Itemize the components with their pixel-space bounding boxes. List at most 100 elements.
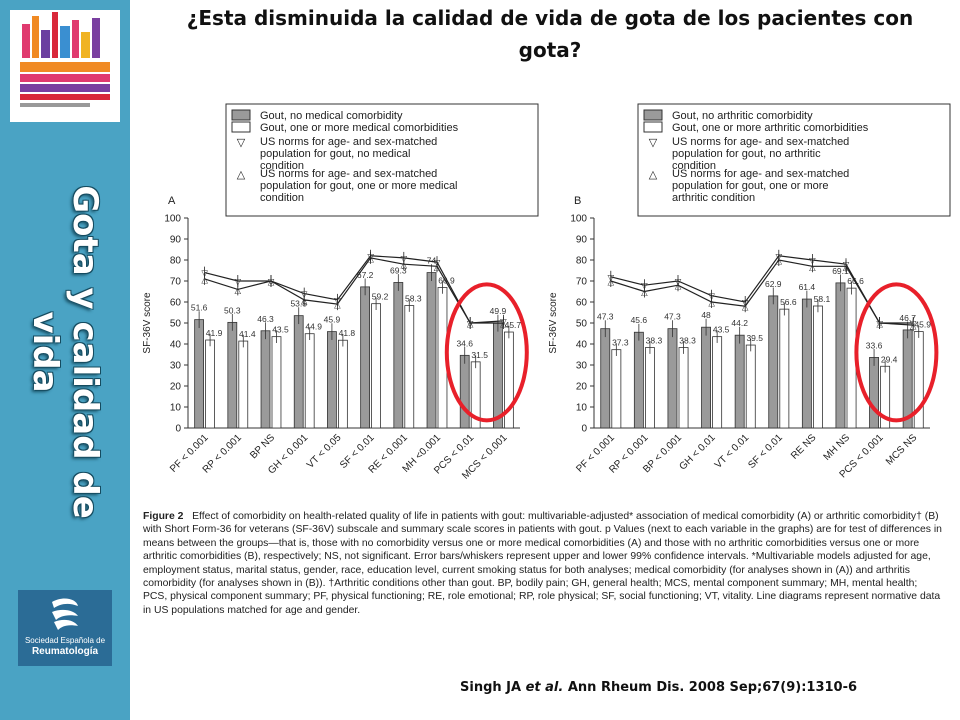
y-tick-label: 100 (570, 214, 587, 225)
data-label-comorbidity: 43.5 (272, 325, 289, 335)
bar-no-comorbidity (768, 295, 779, 429)
data-label-no-comorbidity: 46.7 (899, 313, 916, 323)
norm-line-condition-point: △ (235, 285, 242, 295)
bar-no-comorbidity (293, 315, 304, 429)
bar-no-comorbidity (801, 298, 812, 429)
ser-logo: Sociedad Española de Reumatología (18, 590, 112, 666)
norm-line-condition-point: △ (641, 287, 648, 297)
data-label-comorbidity: 59.2 (372, 292, 389, 302)
category-label: VT < 0.01 (713, 432, 752, 471)
data-label-no-comorbidity: 48 (701, 310, 711, 320)
y-tick-label: 0 (581, 424, 587, 435)
citation-etal: et al. (525, 680, 564, 695)
category-label: BP NS (248, 432, 277, 461)
norm-line-condition-point: △ (910, 321, 917, 331)
slide-title: ¿Esta disminuida la calidad de vida de g… (186, 6, 914, 62)
figure-caption: Figure 2 Effect of comorbidity on health… (143, 510, 943, 617)
data-label-comorbidity: 45.7 (505, 320, 522, 330)
bar-no-comorbidity (667, 328, 678, 429)
data-label-no-comorbidity: 53.5 (290, 299, 307, 309)
bar-comorbidity (779, 308, 790, 429)
legend-marker-up: △ (649, 169, 658, 181)
bar-no-comorbidity (260, 330, 271, 429)
data-label-comorbidity: 41.8 (339, 328, 356, 338)
data-label-no-comorbidity: 74 (427, 256, 437, 266)
norm-line-condition-point: △ (742, 302, 749, 312)
figure-label: Figure 2 (143, 511, 184, 522)
y-tick-label: 0 (175, 424, 181, 435)
data-label-comorbidity: 58.1 (814, 294, 831, 304)
ser-logo-line2: Reumatología (31, 646, 99, 657)
y-tick-label: 80 (170, 256, 182, 267)
y-tick-label: 50 (170, 319, 182, 330)
data-label-comorbidity: 38.3 (646, 336, 663, 346)
highlight-circle (444, 282, 529, 423)
data-label-comorbidity: 41.9 (206, 328, 223, 338)
bar-no-comorbidity (633, 331, 644, 429)
legend-entry-2: Gout, one or more medical comorbidities (260, 122, 459, 134)
sidebar: Gota y calidad de vida Sociedad Española… (0, 0, 130, 720)
highlight-circle (854, 282, 939, 423)
citation-authors: Singh JA (460, 680, 526, 695)
legend-marker-up: △ (237, 169, 246, 181)
y-tick-label: 40 (170, 340, 182, 351)
legend-swatch-white (643, 121, 663, 133)
data-label-no-comorbidity: 45.9 (324, 315, 341, 325)
y-tick-label: 100 (164, 214, 181, 225)
bar-comorbidity (712, 336, 723, 429)
data-label-no-comorbidity: 47.3 (597, 312, 614, 322)
legend-box (225, 103, 539, 217)
legend-swatch-white (231, 121, 251, 133)
bar-no-comorbidity (902, 329, 913, 429)
data-label-no-comorbidity: 47.3 (664, 312, 681, 322)
panel-label: A (168, 195, 176, 207)
data-label-comorbidity: 29.4 (881, 354, 898, 364)
norm-line-condition-point: △ (334, 300, 341, 310)
y-tick-label: 50 (576, 319, 588, 330)
y-tick-label: 10 (576, 403, 588, 414)
caption-text: Effect of comorbidity on health-related … (143, 511, 942, 616)
y-tick-label: 70 (576, 277, 588, 288)
bar-comorbidity (678, 347, 689, 429)
y-tick-label: 30 (170, 361, 182, 372)
y-tick-label: 60 (576, 298, 588, 309)
y-tick-label: 90 (170, 235, 182, 246)
norm-line-condition-point: △ (708, 298, 715, 308)
data-label-no-comorbidity: 46.3 (257, 314, 274, 324)
norm-line-condition-point: △ (776, 256, 783, 266)
ser-logo-line1: Sociedad Española de (24, 636, 106, 645)
bar-no-comorbidity (227, 321, 238, 429)
norm-line-condition-point: △ (675, 281, 682, 291)
legend-entry-3: US norms for age- and sex-matched populat… (672, 136, 849, 172)
bar-comorbidity (337, 339, 348, 429)
congress-logo-graphic (20, 12, 110, 107)
y-tick-label: 20 (170, 382, 182, 393)
category-label: SF < 0.01 (746, 432, 785, 471)
norm-line-condition (610, 259, 914, 326)
data-label-no-comorbidity: 61.4 (799, 282, 816, 292)
bar-no-comorbidity (869, 357, 880, 429)
bar-comorbidity (611, 349, 622, 429)
y-tick-label: 20 (576, 382, 588, 393)
bar-no-comorbidity (459, 354, 470, 429)
category-label: MH NS (822, 432, 853, 463)
norm-line-condition-point: △ (367, 253, 374, 263)
bar-comorbidity (812, 305, 823, 429)
data-label-no-comorbidity: 69.1 (832, 266, 849, 276)
data-label-no-comorbidity: 69.3 (390, 265, 407, 275)
data-label-comorbidity: 38.3 (679, 336, 696, 346)
legend-entry-1: Gout, no arthritic comorbidity (672, 110, 813, 122)
bar-comorbidity (745, 344, 756, 429)
data-label-comorbidity: 45.9 (914, 320, 931, 330)
bar-comorbidity (404, 305, 415, 429)
congress-logo (10, 10, 120, 122)
bar-no-comorbidity (600, 328, 611, 429)
legend-entry-1: Gout, no medical comorbidity (260, 110, 403, 122)
category-label: MCS NS (884, 432, 920, 468)
data-label-comorbidity: 44.9 (305, 322, 322, 332)
bar-no-comorbidity (493, 322, 503, 429)
data-label-no-comorbidity: 50.3 (224, 305, 241, 315)
data-label-comorbidity: 31.5 (471, 350, 488, 360)
